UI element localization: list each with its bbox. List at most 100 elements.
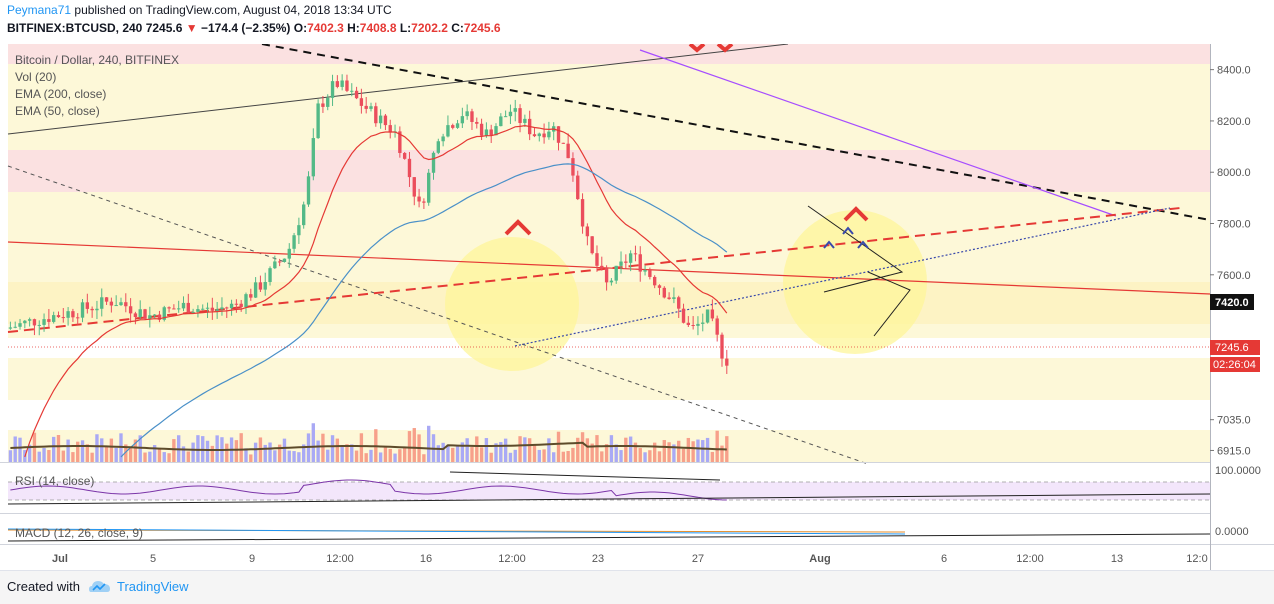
volume-bar <box>340 446 344 462</box>
candle-body <box>619 261 623 266</box>
candle-body <box>239 303 243 308</box>
volume-bar <box>393 453 397 462</box>
volume-bar <box>172 439 176 462</box>
candle-body <box>364 105 368 109</box>
candle-body <box>152 314 157 316</box>
volume-bar <box>508 452 513 462</box>
candle-body <box>489 129 493 136</box>
legend-ema200: EMA (200, close) <box>15 87 106 101</box>
volume-bar <box>66 439 70 462</box>
rsi-axis-tick: 100.0000 <box>1215 465 1261 477</box>
candle-body <box>32 319 37 326</box>
volume-bar <box>152 445 157 462</box>
volume-bar <box>378 452 383 462</box>
chart-header: Peymana71 published on TradingView.com, … <box>0 0 1274 44</box>
rsi-trendline <box>7 493 1211 505</box>
volume-bar <box>191 442 195 462</box>
time-axis[interactable]: Jul 5 9 12:00 16 12:00 23 27 Aug 6 12:00 13 12:0 <box>52 553 1208 565</box>
price-tick-label: 7600.0 <box>1217 270 1251 282</box>
candle-body <box>157 314 162 320</box>
candle-body <box>350 90 354 92</box>
legend-ema50: EMA (50, close) <box>15 104 100 118</box>
candle-body <box>628 253 633 263</box>
volume-bar <box>335 438 340 462</box>
volume-bar <box>383 446 388 462</box>
volume-bar <box>321 433 325 462</box>
volume-bar <box>441 442 445 462</box>
candle-body <box>345 80 349 91</box>
candle-body <box>595 253 599 266</box>
candle-body <box>13 326 17 328</box>
candle-body <box>725 358 729 366</box>
candle-body <box>287 248 291 259</box>
volume-bar <box>527 438 532 462</box>
volume-bar <box>234 440 239 462</box>
volume-bar <box>657 451 662 462</box>
volume-bar <box>350 444 354 462</box>
volume-bar <box>475 436 479 462</box>
volume-bar <box>95 434 99 462</box>
candle-body <box>359 98 364 106</box>
candle-body <box>720 334 724 359</box>
volume-bar <box>239 433 243 462</box>
volume-bar <box>114 447 118 462</box>
candle-body <box>494 126 498 136</box>
open-label: O: <box>293 21 308 35</box>
candle-body <box>475 121 479 124</box>
volume-bar <box>446 444 450 462</box>
price-chart[interactable]: 8400.0 8200.0 8000.0 7800.0 7600.0 7035.0 6915… <box>0 44 1274 570</box>
candle-body <box>234 303 239 305</box>
range-zone-middle <box>8 192 1210 282</box>
volume-bar <box>407 431 412 462</box>
volume-bar <box>273 450 277 462</box>
open-value: 7402.3 <box>307 21 344 35</box>
candle-body <box>181 302 186 309</box>
candle-body <box>571 158 575 176</box>
candle-body <box>388 125 392 133</box>
time-tick-label: 12:00 <box>498 553 526 565</box>
resistance-zone-top <box>8 44 1210 64</box>
candle-body <box>119 302 123 306</box>
candle-body <box>614 265 618 281</box>
rsi-legend: RSI (14, close) <box>15 474 94 488</box>
down-arrow-icon: ▼ <box>185 21 198 35</box>
candle-body <box>51 315 56 322</box>
volume-bar <box>133 439 138 462</box>
volume-bar <box>124 444 128 462</box>
candle-body <box>547 131 551 138</box>
candle-body <box>244 294 248 308</box>
legend-volume: Vol (20) <box>15 70 56 84</box>
volume-bar <box>460 442 465 462</box>
time-tick-label: Jul <box>52 553 68 565</box>
time-tick-label: 6 <box>941 553 947 565</box>
close-label: C: <box>451 21 464 35</box>
candle-body <box>580 199 585 227</box>
candle-body <box>585 226 590 237</box>
volume-bar <box>652 442 657 462</box>
candle-body <box>321 103 325 107</box>
volume-bar <box>614 444 618 462</box>
volume-bar <box>128 447 133 462</box>
red-caret-marker-top-1 <box>688 44 706 53</box>
volume-bar <box>277 444 282 462</box>
time-tick-label: 16 <box>420 553 432 565</box>
candle-body <box>696 323 700 326</box>
candle-body <box>672 297 676 299</box>
tradingview-link[interactable]: TradingView <box>117 579 189 594</box>
candle-body <box>302 204 306 226</box>
volume-bar <box>681 448 686 462</box>
range-zone-upper <box>8 64 1210 150</box>
volume-bar <box>282 438 287 462</box>
candle-body <box>124 302 128 307</box>
upper-trendline <box>7 44 789 135</box>
volume-bar <box>518 436 522 462</box>
volume-bar <box>624 437 628 462</box>
volume-bar <box>576 437 580 462</box>
volume-bar <box>37 451 41 462</box>
author-link[interactable]: Peymana71 <box>7 3 72 17</box>
volume-bar <box>268 442 272 462</box>
symbol-label: BITFINEX:BTCUSD, 240 <box>7 21 143 35</box>
volume-bar <box>186 451 190 462</box>
candle-body <box>186 302 190 313</box>
candle-body <box>508 111 513 117</box>
